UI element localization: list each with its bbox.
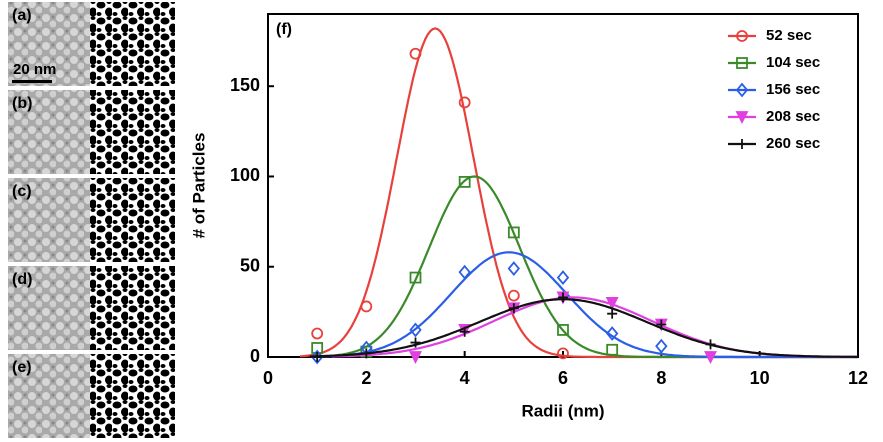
panel-label: (b) [12, 95, 32, 112]
micrograph-binary [90, 178, 175, 262]
marker [736, 57, 748, 69]
micrograph-raw [8, 178, 90, 262]
x-axis-label: Radii (nm) [521, 401, 604, 420]
marker [605, 296, 619, 310]
marker [458, 175, 471, 188]
fit-curve [324, 251, 858, 359]
micrograph-binary [90, 2, 175, 86]
panel-label: (a) [12, 7, 32, 24]
panel-label: (e) [12, 359, 32, 376]
fit-curve [309, 298, 858, 358]
micrograph-binary [90, 354, 175, 438]
micrographs: (a) 20 nm (b) (c) (d) (e) [8, 2, 175, 438]
marker [410, 337, 421, 348]
micrograph-raw [8, 354, 90, 438]
marker [704, 351, 717, 365]
marker [459, 326, 470, 337]
marker [655, 338, 668, 354]
legend-label: 208 sec [766, 108, 820, 125]
y-tick-label: 100 [230, 165, 260, 185]
marker [409, 351, 422, 365]
marker [458, 96, 471, 109]
x-tick-label: 6 [558, 368, 568, 388]
marker [507, 226, 520, 239]
x-tick-label: 0 [263, 368, 273, 388]
scale-bar [12, 80, 52, 83]
legend-label: 156 sec [766, 81, 820, 98]
y-tick-label: 150 [230, 75, 260, 95]
marker [507, 289, 520, 302]
fit-curve [322, 175, 858, 359]
legend-label: 260 sec [766, 135, 820, 152]
legend-label: 104 sec [766, 54, 820, 71]
micrograph-raw [8, 90, 90, 174]
y-tick-label: 0 [250, 346, 260, 366]
marker [736, 30, 748, 42]
marker [508, 303, 519, 314]
marker [311, 327, 324, 340]
marker [735, 82, 749, 98]
marker [558, 292, 568, 303]
micrograph-raw [8, 266, 90, 350]
micrograph-binary [90, 266, 175, 350]
marker [705, 339, 716, 350]
panel-label: (d) [12, 271, 32, 288]
panel-label: (c) [12, 183, 32, 200]
x-tick-label: 8 [656, 368, 666, 388]
x-tick-label: 10 [750, 368, 770, 388]
x-tick-label: 4 [460, 368, 470, 388]
y-tick-label: 50 [240, 255, 260, 275]
fit-curve [331, 296, 858, 358]
micrograph-binary [90, 90, 175, 174]
marker [556, 270, 570, 285]
marker [656, 319, 667, 330]
marker [557, 347, 569, 360]
marker [737, 139, 747, 149]
panel-label: (f) [276, 21, 292, 38]
micrograph-raw [8, 2, 90, 86]
marker [557, 324, 569, 336]
chart: 0 2 4 6 8 10 12 0 50 100 150 Radii (nm) # of Particl… [189, 13, 868, 420]
marker [607, 308, 618, 319]
x-tick-label: 12 [848, 368, 868, 388]
marker [735, 111, 749, 125]
legend-label: 52 sec [766, 27, 812, 44]
marker [409, 47, 422, 60]
marker [310, 349, 324, 365]
y-axis-label: # of Particles [189, 133, 208, 239]
marker [409, 271, 422, 284]
marker [361, 348, 372, 359]
marker [409, 322, 422, 338]
x-tick-label: 2 [361, 368, 371, 388]
marker [507, 261, 521, 276]
marker [360, 300, 373, 313]
marker [605, 326, 619, 341]
marker [312, 352, 323, 362]
marker [606, 343, 619, 356]
scale-bar-label: 20 nm [13, 61, 56, 78]
marker [458, 264, 471, 280]
